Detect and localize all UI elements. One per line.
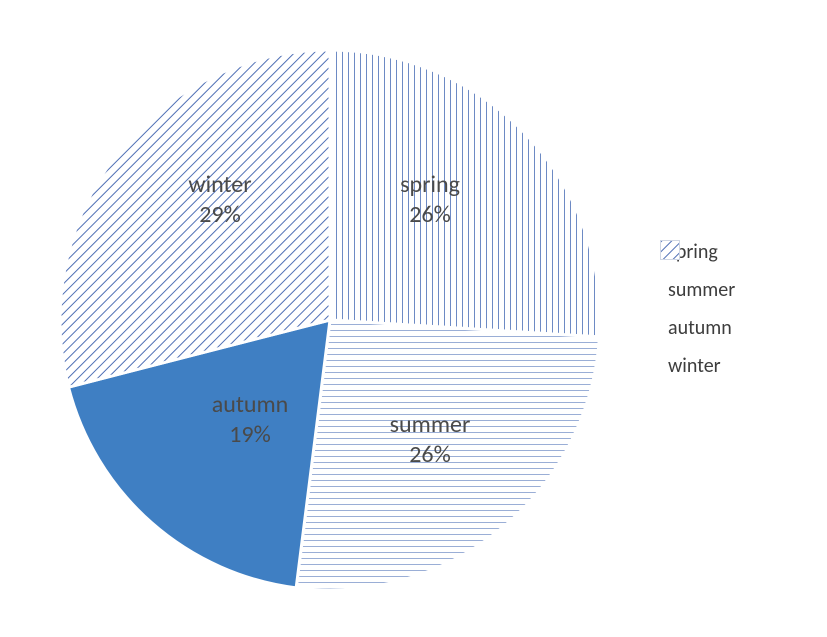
pie-chart-container: spring26%summer26%autumn19%winter29% spr… [0, 0, 827, 637]
slice-label-name-spring: spring [400, 170, 460, 200]
legend: springsummerautumnwinter [660, 240, 735, 378]
legend-item-autumn: autumn [660, 316, 735, 340]
slice-label-name-autumn: autumn [212, 390, 289, 420]
legend-item-winter: winter [660, 354, 735, 378]
slice-label-summer: summer26% [390, 410, 471, 470]
slice-label-name-summer: summer [390, 410, 471, 440]
slice-label-autumn: autumn19% [212, 390, 289, 450]
legend-label-autumn: autumn [668, 316, 732, 340]
slice-label-pct-spring: 26% [400, 200, 460, 230]
slice-label-spring: spring26% [400, 170, 460, 230]
legend-label-summer: summer [668, 278, 735, 302]
pie-slice-spring [330, 50, 600, 337]
legend-item-summer: summer [660, 278, 735, 302]
slice-label-pct-winter: 29% [188, 200, 251, 230]
slice-label-pct-summer: 26% [390, 440, 471, 470]
slice-label-name-winter: winter [188, 170, 251, 200]
legend-label-winter: winter [668, 354, 721, 378]
slice-label-winter: winter29% [188, 170, 251, 230]
legend-swatch-winter [660, 240, 680, 260]
slice-label-pct-autumn: 19% [212, 420, 289, 450]
